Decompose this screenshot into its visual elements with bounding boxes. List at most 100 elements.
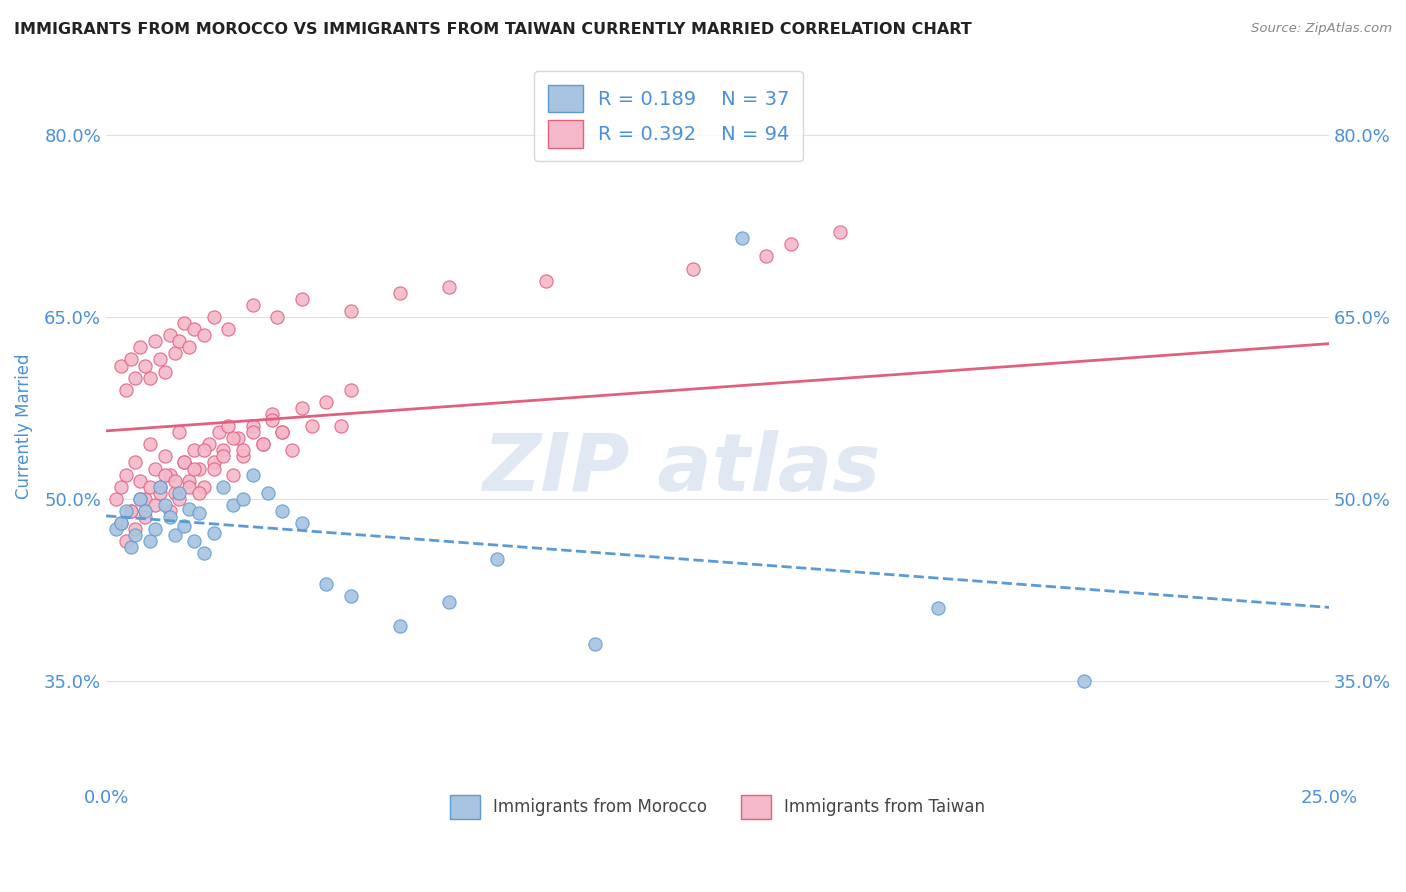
Point (110, 516, 132, 530)
Legend: Immigrants from Morocco, Immigrants from Taiwan: Immigrants from Morocco, Immigrants from… (443, 789, 991, 825)
Point (120, 352, 142, 367)
Point (232, 443, 254, 458)
Point (193, 480, 215, 494)
Point (120, 504, 142, 518)
Point (242, 419, 264, 434)
Point (339, 383, 361, 397)
Point (388, 285, 411, 300)
Point (169, 491, 191, 506)
Point (271, 425, 294, 440)
Point (129, 491, 152, 506)
Point (262, 413, 284, 427)
Point (143, 334, 166, 349)
Point (114, 534, 136, 549)
Point (153, 365, 176, 379)
Point (169, 485, 191, 500)
Point (291, 401, 314, 415)
Point (486, 552, 509, 566)
Point (129, 491, 152, 506)
Point (159, 467, 181, 482)
Point (188, 507, 211, 521)
Point (179, 480, 201, 494)
Text: ZIP atlas: ZIP atlas (482, 430, 880, 508)
Point (183, 534, 205, 549)
Point (173, 455, 195, 469)
Point (731, 231, 754, 245)
Point (153, 450, 176, 464)
Point (163, 474, 186, 488)
Point (124, 528, 146, 542)
Point (120, 504, 142, 518)
Point (114, 383, 136, 397)
Point (202, 461, 225, 475)
Point (114, 504, 136, 518)
Point (159, 510, 181, 524)
Point (149, 352, 172, 367)
Point (173, 518, 195, 533)
Point (120, 541, 142, 555)
Point (159, 504, 181, 518)
Point (315, 395, 337, 409)
Point (222, 467, 245, 482)
Point (124, 370, 146, 384)
Point (780, 237, 803, 252)
Text: IMMIGRANTS FROM MOROCCO VS IMMIGRANTS FROM TAIWAN CURRENTLY MARRIED CORRELATION : IMMIGRANTS FROM MOROCCO VS IMMIGRANTS FR… (14, 22, 972, 37)
Point (291, 516, 314, 530)
Point (110, 359, 132, 373)
Point (173, 455, 195, 469)
Point (828, 225, 851, 239)
Point (139, 480, 162, 494)
Point (202, 525, 225, 540)
Point (536, 274, 558, 288)
Point (193, 546, 215, 560)
Point (149, 485, 172, 500)
Point (315, 576, 337, 591)
Point (163, 485, 186, 500)
Point (110, 516, 132, 530)
Point (104, 491, 127, 506)
Point (291, 292, 314, 306)
Point (179, 501, 201, 516)
Point (114, 467, 136, 482)
Point (134, 504, 156, 518)
Point (222, 498, 245, 512)
Point (242, 298, 264, 312)
Point (179, 474, 201, 488)
Point (212, 443, 235, 458)
Point (143, 461, 166, 475)
Point (149, 480, 172, 494)
Point (388, 619, 411, 633)
Point (232, 450, 254, 464)
Point (183, 443, 205, 458)
Point (202, 310, 225, 324)
Point (301, 419, 323, 434)
Point (339, 589, 361, 603)
Point (134, 510, 156, 524)
Point (271, 425, 294, 440)
Point (222, 431, 245, 445)
Point (583, 637, 606, 651)
Point (202, 455, 225, 469)
Point (256, 485, 278, 500)
Point (173, 316, 195, 330)
Point (169, 425, 191, 440)
Point (198, 437, 221, 451)
Point (110, 480, 132, 494)
Point (252, 437, 274, 451)
Point (927, 601, 949, 615)
Point (217, 419, 239, 434)
Point (262, 407, 284, 421)
Point (134, 491, 156, 506)
Point (139, 370, 162, 384)
Point (183, 322, 205, 336)
Point (163, 528, 186, 542)
Point (159, 328, 181, 343)
Point (163, 346, 186, 360)
Point (124, 522, 146, 536)
Text: Source: ZipAtlas.com: Source: ZipAtlas.com (1251, 22, 1392, 36)
Point (129, 474, 152, 488)
Point (217, 322, 239, 336)
Point (149, 480, 172, 494)
Point (1073, 673, 1095, 688)
Point (329, 419, 352, 434)
